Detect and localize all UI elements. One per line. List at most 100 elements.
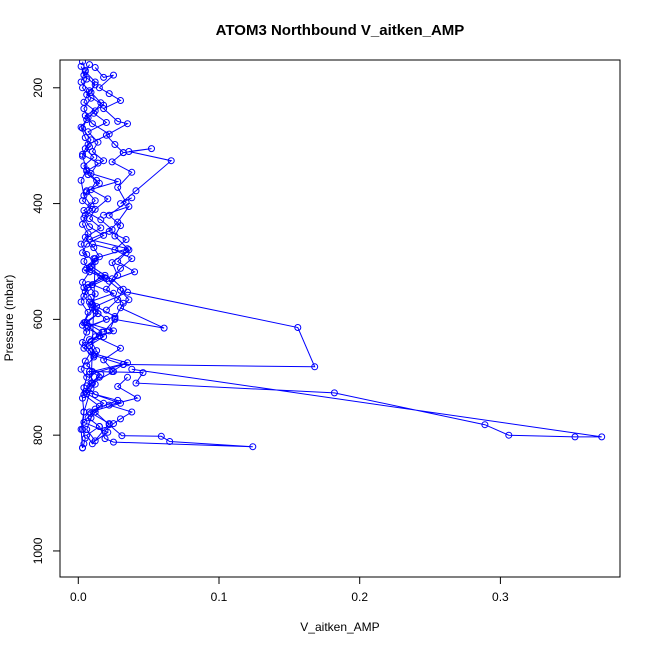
data-point — [77, 425, 85, 433]
data-point — [80, 207, 88, 214]
data-point — [81, 357, 89, 365]
data-point — [79, 394, 86, 402]
data-point — [91, 391, 99, 399]
data-point — [81, 211, 89, 219]
data-point — [83, 75, 91, 83]
data-point — [81, 288, 89, 296]
data-point — [91, 64, 99, 71]
data-point — [91, 333, 99, 341]
data-point — [311, 363, 319, 371]
data-point — [108, 158, 116, 166]
data-point — [84, 128, 92, 136]
data-point — [122, 249, 130, 257]
data-point — [119, 361, 127, 368]
data-point — [125, 296, 133, 304]
data-point — [97, 99, 105, 107]
data-point — [94, 159, 102, 167]
x-axis-label: V_aitken_AMP — [300, 620, 379, 634]
data-point — [117, 200, 124, 208]
data-point — [117, 415, 124, 423]
y-axis-label: Pressure (mbar) — [2, 275, 16, 362]
data-point — [83, 373, 91, 381]
data-point — [105, 227, 113, 235]
data-point — [148, 145, 155, 153]
data-point — [118, 432, 126, 440]
data-point — [294, 324, 302, 331]
data-point — [132, 187, 140, 195]
data-point — [125, 203, 133, 210]
data-point — [128, 255, 136, 263]
data-point — [505, 431, 513, 439]
data-point — [91, 437, 99, 445]
data-point — [132, 379, 140, 387]
data-point — [80, 292, 88, 300]
data-point — [81, 233, 89, 241]
data-point — [100, 157, 108, 165]
data-point — [77, 62, 85, 70]
data-point — [249, 443, 257, 451]
data-point — [88, 240, 96, 248]
data-point — [95, 253, 103, 261]
data-point — [100, 231, 108, 239]
y-tick-label: 600 — [31, 309, 45, 329]
data-point — [88, 300, 96, 308]
data-point — [114, 383, 122, 390]
data-point — [110, 71, 117, 79]
chart-title: ATOM3 Northbound V_aitken_AMP — [216, 22, 465, 39]
data-point — [167, 157, 175, 165]
data-point — [101, 435, 109, 443]
data-point — [102, 131, 110, 139]
data-point — [122, 236, 130, 243]
data-point — [86, 61, 93, 69]
data-point — [110, 420, 117, 428]
data-point — [102, 119, 110, 126]
data-point — [87, 414, 95, 422]
data-point — [83, 319, 91, 327]
data-point — [98, 328, 106, 336]
data-point — [80, 408, 88, 416]
data-point — [139, 369, 147, 377]
data-point — [131, 268, 139, 276]
data-point — [79, 444, 86, 452]
data-point — [105, 401, 113, 409]
data-point — [114, 218, 122, 226]
data-point — [79, 197, 86, 205]
y-tick-label: 200 — [31, 77, 45, 97]
data-point — [128, 365, 136, 373]
data-point — [124, 359, 131, 367]
x-tick-label: 0.2 — [351, 590, 368, 604]
series-line — [89, 368, 602, 438]
data-point — [117, 286, 124, 294]
data-point — [102, 315, 110, 323]
data-point — [571, 433, 579, 441]
data-point — [80, 192, 88, 199]
data-point — [105, 421, 113, 429]
data-point — [80, 105, 88, 113]
data-point — [124, 288, 131, 296]
series-line — [104, 376, 139, 431]
plot-area — [77, 60, 606, 452]
data-point — [88, 148, 96, 155]
data-point — [86, 223, 93, 231]
data-point — [91, 408, 99, 416]
data-point — [90, 244, 98, 252]
data-point — [104, 195, 112, 203]
data-point — [87, 262, 95, 270]
data-point — [101, 427, 109, 434]
data-point — [80, 258, 88, 265]
data-point — [88, 379, 96, 387]
data-point — [79, 84, 86, 92]
data-point — [110, 438, 117, 446]
data-point — [101, 274, 109, 282]
data-point — [79, 60, 86, 66]
data-point — [117, 97, 124, 104]
data-point — [91, 290, 99, 298]
data-point — [105, 277, 113, 285]
data-point — [80, 384, 88, 392]
series-line — [92, 243, 165, 333]
y-tick-label: 1000 — [31, 537, 45, 564]
data-point — [77, 365, 85, 373]
x-tick-label: 0.3 — [492, 590, 509, 604]
data-point — [124, 120, 131, 128]
